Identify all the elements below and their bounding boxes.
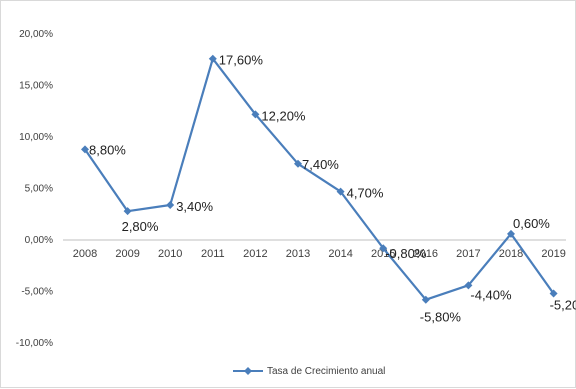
x-tick-label: 2012 <box>243 248 267 260</box>
y-tick-label: -10,00% <box>16 338 53 349</box>
legend: Tasa de Crecimiento anual <box>233 366 385 377</box>
data-label: 12,20% <box>261 108 306 123</box>
data-point <box>421 295 430 304</box>
data-label: 17,60% <box>219 53 264 68</box>
x-tick-label: 2009 <box>115 248 139 260</box>
x-tick-label: 2011 <box>201 248 225 260</box>
data-label: -4,40% <box>470 287 512 302</box>
data-label: 8,80% <box>89 142 126 157</box>
data-labels: 8,80% 2,80% 3,40% 17,60% 12,20% 7,40% 4,70% -0,… <box>89 53 576 325</box>
data-label: 7,40% <box>302 157 339 172</box>
series-line <box>84 57 555 301</box>
y-tick-label: -5,00% <box>21 287 53 298</box>
data-label: -0,80% <box>385 246 427 261</box>
y-tick-label: 15,00% <box>19 81 53 92</box>
data-label: 0,60% <box>513 216 550 231</box>
x-tick-label: 2016 <box>414 248 438 260</box>
data-point <box>464 281 473 290</box>
x-tick-label: 2019 <box>541 248 565 260</box>
data-point <box>123 207 132 216</box>
x-tick-label: 2013 <box>286 248 310 260</box>
series-markers <box>81 54 558 304</box>
x-tick-label: 2010 <box>158 248 182 260</box>
data-point <box>549 289 558 298</box>
data-point <box>166 200 175 209</box>
data-label: 4,70% <box>347 186 384 201</box>
x-tick-label: 2008 <box>73 248 97 260</box>
data-point <box>507 229 515 238</box>
x-tick-label: 2017 <box>456 248 480 260</box>
x-axis: 2008 2009 2010 2011 2012 2013 2014 2015 2016 2017… <box>73 248 566 260</box>
legend-marker-swatch <box>244 367 252 375</box>
x-tick-label: 2018 <box>499 248 523 260</box>
data-point <box>294 159 302 168</box>
data-point <box>208 54 217 63</box>
data-point <box>379 244 388 253</box>
y-tick-label: 20,00% <box>19 29 53 40</box>
legend-label: Tasa de Crecimiento anual <box>267 366 385 377</box>
data-point <box>336 187 345 196</box>
y-tick-label: 10,00% <box>19 132 53 143</box>
data-label: 2,80% <box>122 219 159 234</box>
y-axis: 20,00% 15,00% 10,00% 5,00% 0,00% -5,00% -10,00… <box>16 29 53 349</box>
data-label: -5,80% <box>420 310 462 325</box>
data-point <box>81 145 89 154</box>
data-point <box>251 110 260 119</box>
data-label: 3,40% <box>176 199 213 214</box>
y-tick-label: 0,00% <box>25 235 53 246</box>
data-label: -5,20% <box>550 298 576 313</box>
x-tick-label: 2014 <box>328 248 352 260</box>
y-tick-label: 5,00% <box>25 184 53 195</box>
